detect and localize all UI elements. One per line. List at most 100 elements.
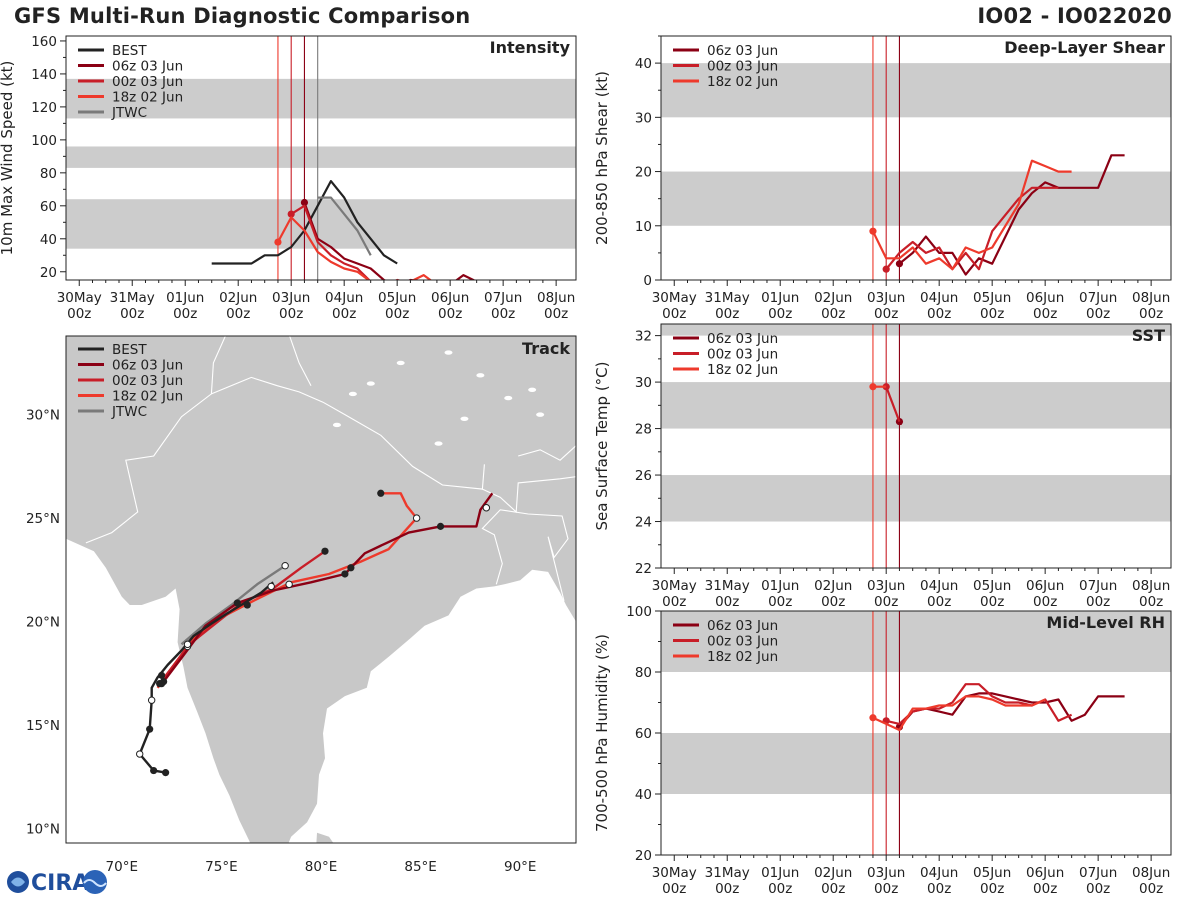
shear-title: Deep-Layer Shear	[1004, 38, 1165, 57]
lake	[434, 441, 443, 446]
intensity-x-tick-label-hour: 00z	[226, 306, 250, 322]
track-y-tick-label: 15°N	[26, 718, 60, 734]
track-title: Track	[522, 339, 570, 358]
track-y-tick-label: 10°N	[26, 822, 60, 838]
shear-band-1	[661, 63, 1171, 118]
sst-init-lines	[872, 324, 900, 568]
rh-x-tick-label-hour: 00z	[1086, 881, 1110, 897]
logo-text: CIRA	[31, 871, 89, 896]
intensity-x-tick-label-hour: 00z	[173, 306, 197, 322]
shear-init-dot-run00	[882, 265, 890, 273]
shear-x-tick-label-date: 04Jun	[920, 290, 958, 306]
rh-x-tick-label-hour: 00z	[874, 881, 898, 897]
shear-y-tick-label: 0	[643, 273, 652, 289]
track-line-jtwc	[180, 564, 286, 646]
sst-series	[869, 383, 904, 426]
sst-x-tick-label-hour: 00z	[715, 594, 739, 610]
rh-y-tick-label: 100	[626, 604, 652, 620]
rh-x-tick-label-date: 02Jun	[814, 865, 852, 881]
rh-legend-label: 00z 03 Jun	[707, 634, 778, 650]
intensity-legend-label: 18z 02 Jun	[112, 90, 183, 106]
intensity-y-tick-label: 60	[40, 199, 57, 215]
shear-x-tick-label-hour: 00z	[821, 306, 845, 322]
shear-legend-label: 00z 03 Jun	[707, 59, 778, 75]
track-marker-filled-best	[158, 671, 166, 679]
rh-line-run06	[898, 692, 1125, 728]
rh-x-tick-label-date: 31May	[705, 865, 750, 881]
intensity-x-tick-label-hour: 00z	[120, 306, 144, 322]
track-x-tick-label: 85°E	[404, 859, 436, 875]
shear-bands	[661, 63, 1171, 226]
intensity-bands	[66, 78, 576, 249]
rh-y-tick-label: 40	[635, 787, 652, 803]
lake	[460, 416, 469, 421]
lake	[444, 350, 453, 355]
lake	[366, 381, 375, 386]
land-sri-lanka	[316, 832, 334, 843]
intensity-y-tick-label: 160	[31, 34, 57, 50]
track-x-tick-label: 80°E	[305, 859, 337, 875]
rh-y-tick-label: 60	[635, 726, 652, 742]
track-legend-label: 06z 03 Jun	[112, 358, 183, 374]
track-x-tick-label: 90°E	[504, 859, 536, 875]
shear-x-tick-label-hour: 00z	[927, 306, 951, 322]
rh-x-tick-label-date: 08Jun	[1132, 865, 1170, 881]
intensity-legend-label: 06z 03 Jun	[112, 59, 183, 75]
shear-panel: 01020304030May00z31May00z01Jun00z02Jun00…	[593, 35, 1172, 322]
sst-x-tick-label-date: 01Jun	[761, 578, 799, 594]
track-y-tick-label: 25°N	[26, 511, 60, 527]
rh-x-tick-label-hour: 00z	[927, 881, 951, 897]
sst-x-axis: 30May00z31May00z01Jun00z02Jun00z03Jun00z…	[652, 568, 1170, 610]
sst-y-tick-label: 28	[635, 422, 652, 438]
sst-x-tick-label-hour: 00z	[927, 594, 951, 610]
land-mass	[66, 336, 576, 843]
intensity-x-tick-label-hour: 00z	[67, 306, 91, 322]
shear-x-tick-label-hour: 00z	[980, 306, 1004, 322]
country-border	[289, 336, 312, 386]
intensity-x-tick-label-date: 07Jun	[484, 290, 522, 306]
intensity-line-run00	[290, 204, 402, 280]
rh-y-tick-label: 20	[635, 848, 652, 864]
rh-x-tick-label-hour: 00z	[662, 881, 686, 897]
intensity-y-label: 10m Max Wind Speed (kt)	[0, 61, 16, 256]
shear-x-tick-label-date: 03Jun	[867, 290, 905, 306]
lake	[396, 360, 405, 366]
rh-x-tick-label-date: 05Jun	[973, 865, 1011, 881]
shear-x-tick-label-hour: 00z	[874, 306, 898, 322]
intensity-y-tick-label: 140	[31, 67, 57, 83]
shear-x-axis: 30May00z31May00z01Jun00z02Jun00z03Jun00z…	[652, 280, 1170, 322]
track-marker-open-best	[267, 582, 275, 591]
intensity-x-tick-label-hour: 00z	[332, 306, 356, 322]
sst-y-tick-label: 24	[635, 515, 652, 531]
sst-x-tick-label-date: 02Jun	[814, 578, 852, 594]
shear-init-lines	[872, 36, 900, 280]
sst-panel: 22242628303230May00z31May00z01Jun00z02Ju…	[593, 323, 1172, 610]
track-marker-filled-run18	[243, 601, 251, 609]
sst-band-0	[661, 475, 1171, 522]
rh-x-tick-label-date: 01Jun	[761, 865, 799, 881]
shear-x-tick-label-hour: 00z	[1139, 306, 1163, 322]
sst-y-tick-label: 26	[635, 468, 652, 484]
intensity-x-tick-label-date: 31May	[110, 290, 155, 306]
intensity-frame	[65, 35, 577, 281]
shear-x-tick-label-hour: 00z	[662, 306, 686, 322]
intensity-x-tick-label-hour: 00z	[544, 306, 568, 322]
country-border	[85, 336, 226, 544]
track-legend-label: 18z 02 Jun	[112, 389, 183, 405]
sst-y-tick-label: 22	[635, 561, 652, 577]
track-marker-filled-run06	[341, 570, 349, 578]
rh-x-tick-label-date: 07Jun	[1079, 865, 1117, 881]
intensity-init-dot-run18	[274, 238, 282, 246]
rh-x-tick-label-hour: 00z	[1033, 881, 1057, 897]
shear-y-label: 200-850 hPa Shear (kt)	[593, 71, 611, 245]
sst-legend-label: 00z 03 Jun	[707, 347, 778, 363]
intensity-band-2	[66, 78, 576, 119]
track-legend-label: 00z 03 Jun	[112, 373, 183, 389]
track-marker-open-run00	[285, 580, 293, 589]
track-x-tick-label: 70°E	[106, 859, 138, 875]
sst-x-tick-label-hour: 00z	[1086, 594, 1110, 610]
lake	[528, 387, 537, 393]
rh-x-tick-label-hour: 00z	[980, 881, 1004, 897]
track-line-best	[138, 581, 274, 774]
